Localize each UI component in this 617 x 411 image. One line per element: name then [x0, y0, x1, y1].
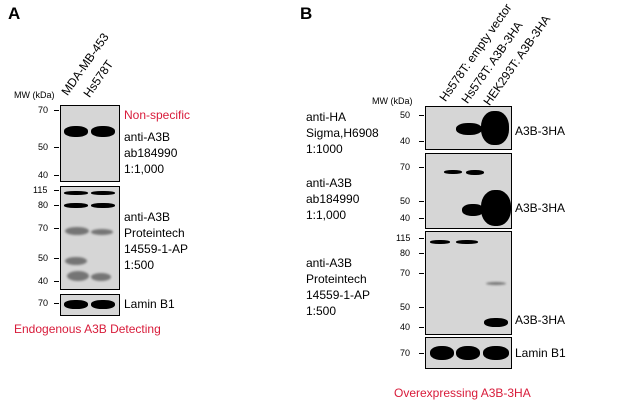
antibody-line: Proteintech — [306, 272, 367, 286]
marker-70: 70 — [38, 223, 49, 233]
antibody-line: ab184990 — [124, 146, 178, 160]
band — [456, 123, 482, 135]
marker-70: 70 — [400, 268, 411, 278]
band — [462, 204, 484, 216]
marker-50: 50 — [38, 253, 49, 263]
band — [456, 346, 480, 360]
band — [91, 191, 115, 195]
antibody-line: Sigma,H6908 — [306, 126, 379, 140]
panel-b-blot-3 — [425, 231, 512, 335]
band — [65, 227, 89, 235]
non-specific-note: Non-specific — [124, 108, 191, 122]
marker-115: 115 — [33, 185, 48, 195]
panel-a-blot-1 — [60, 105, 120, 182]
antibody-line: 1:500 — [306, 304, 337, 318]
band-label-a3b-3ha: A3B-3HA — [515, 313, 566, 327]
marker-70: 70 — [38, 298, 49, 308]
marker-40: 40 — [38, 170, 49, 180]
marker-40: 40 — [400, 136, 411, 146]
antibody-line: anti-A3B — [124, 130, 171, 144]
band — [486, 282, 506, 285]
panel-b-blot-4 — [425, 337, 512, 369]
antibody-line: 1:1,000 — [124, 162, 165, 176]
marker-80: 80 — [38, 200, 49, 210]
marker-40: 40 — [400, 213, 411, 223]
band — [466, 170, 484, 175]
marker-40: 40 — [400, 322, 411, 332]
marker-115: 115 — [396, 233, 411, 243]
panel-a-blot-3 — [60, 294, 120, 316]
antibody-line: 1:500 — [124, 258, 155, 272]
band — [91, 229, 113, 235]
antibody-line: 1:1000 — [306, 142, 343, 156]
antibody-line: anti-A3B — [306, 176, 353, 190]
antibody-line: anti-HA — [306, 110, 347, 124]
band — [65, 257, 87, 265]
panel-b-mw-header: MW (kDa) — [372, 96, 413, 106]
marker-50: 50 — [400, 110, 411, 120]
band — [91, 273, 111, 281]
band — [91, 203, 115, 208]
panel-a-mw-header: MW (kDa) — [14, 90, 55, 100]
panel-a-blot-2 — [60, 186, 120, 290]
panel-a-letter: A — [8, 4, 21, 23]
marker-40: 40 — [38, 276, 49, 286]
marker-70: 70 — [38, 105, 49, 115]
antibody-line: 14559-1-AP — [124, 242, 189, 256]
band — [64, 191, 88, 195]
antibody-line: ab184990 — [306, 192, 360, 206]
band — [91, 126, 115, 137]
panel-a-caption: Endogenous A3B Detecting — [14, 322, 161, 336]
panel-b-blot-2 — [425, 153, 512, 229]
band — [64, 126, 88, 137]
antibody-line: 14559-1-AP — [306, 288, 371, 302]
band — [456, 240, 478, 244]
band — [444, 170, 462, 174]
antibody-line: Proteintech — [124, 226, 185, 240]
marker-50: 50 — [400, 302, 411, 312]
lamin-b1-label: Lamin B1 — [515, 346, 566, 360]
marker-50: 50 — [400, 196, 411, 206]
marker-50: 50 — [38, 142, 49, 152]
band — [481, 111, 509, 145]
band-label-a3b-3ha: A3B-3HA — [515, 124, 566, 138]
band — [67, 271, 89, 281]
lamin-b1-label: Lamin B1 — [124, 297, 175, 311]
band — [483, 346, 509, 360]
band — [484, 318, 508, 327]
band — [481, 190, 511, 226]
antibody-line: anti-A3B — [306, 256, 353, 270]
antibody-line: 1:1,000 — [306, 208, 347, 222]
marker-70: 70 — [400, 348, 411, 358]
band — [430, 240, 450, 244]
band — [91, 300, 115, 309]
antibody-line: anti-A3B — [124, 210, 171, 224]
panel-b-blot-1 — [425, 106, 512, 150]
band — [430, 346, 454, 360]
panel-b-letter: B — [300, 4, 313, 23]
band — [64, 300, 88, 309]
marker-80: 80 — [400, 248, 411, 258]
band — [64, 203, 88, 208]
band-label-a3b-3ha: A3B-3HA — [515, 201, 566, 215]
marker-70: 70 — [400, 162, 411, 172]
panel-b-caption: Overexpressing A3B-3HA — [394, 386, 531, 400]
